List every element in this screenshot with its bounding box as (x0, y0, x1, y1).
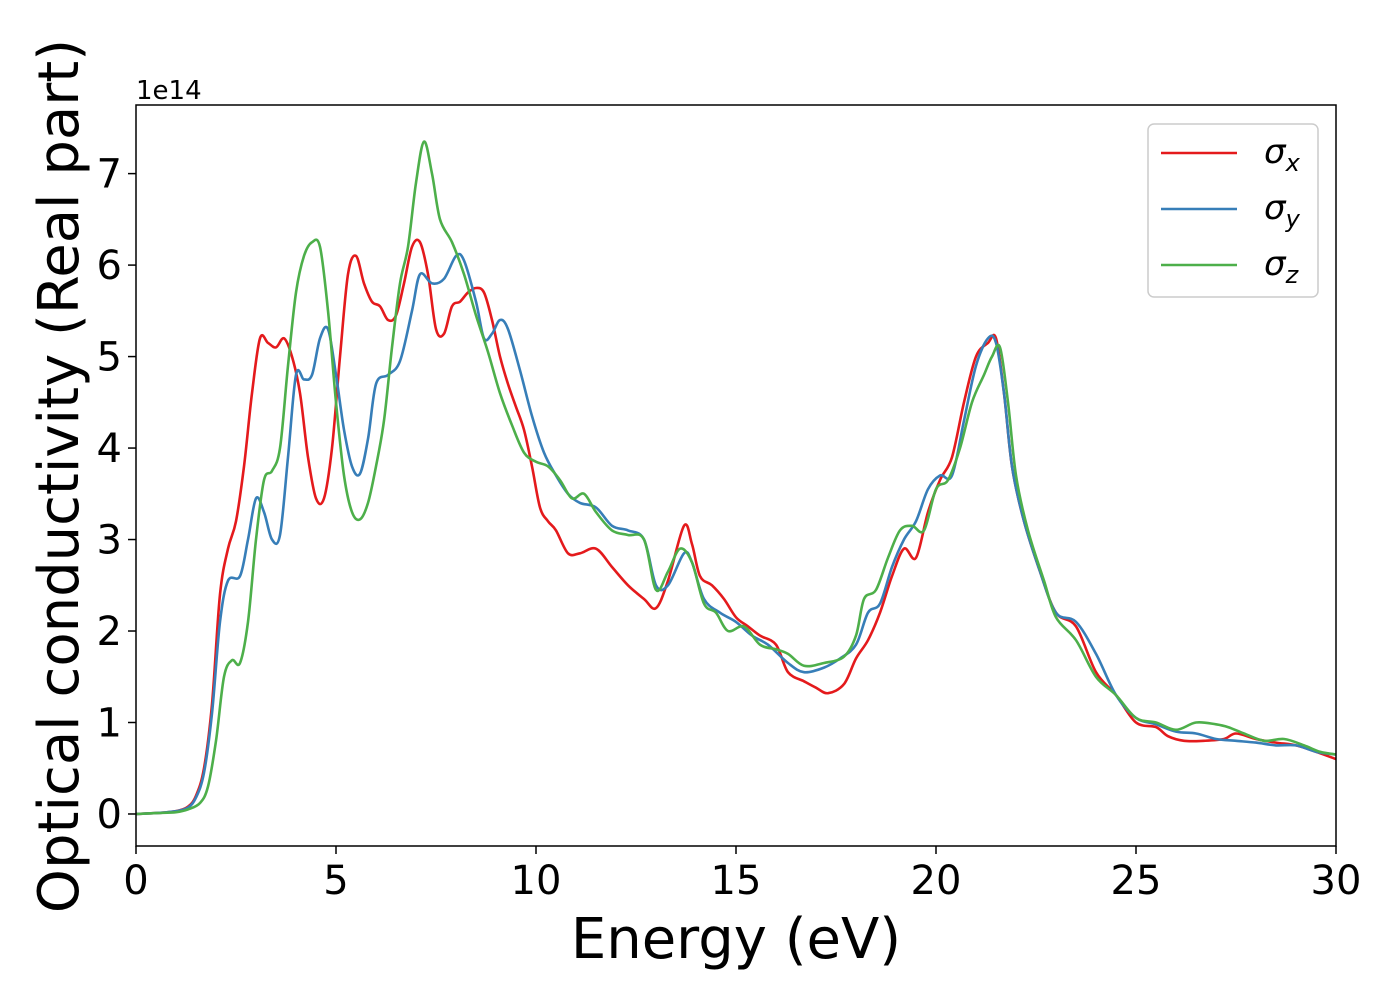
y-tick-label: 6 (97, 243, 122, 289)
legend-box (1147, 123, 1319, 298)
x-tick-label: 20 (911, 858, 962, 904)
x-tick-label: 0 (123, 858, 148, 904)
y-tick-label: 0 (97, 792, 122, 838)
y-offset-label: 1e14 (136, 76, 202, 106)
series-line-z (135, 140, 1337, 816)
x-axis-ticks: 0 5 10 15 20 25 30 (123, 846, 1361, 904)
plot-lines (135, 140, 1337, 816)
legend-subscript: z (1285, 261, 1300, 289)
y-axis-ticks: 0 1 2 3 4 5 6 7 (97, 152, 136, 838)
legend-subscript: y (1285, 205, 1301, 233)
x-tick-label: 10 (511, 858, 562, 904)
y-tick-label: 3 (97, 518, 122, 564)
y-tick-label: 1 (97, 701, 122, 747)
y-tick-label: 7 (97, 152, 122, 198)
x-tick-label: 30 (1311, 858, 1362, 904)
legend-subscript: x (1285, 149, 1301, 177)
y-tick-label: 5 (97, 335, 122, 381)
x-tick-label: 25 (1111, 858, 1162, 904)
y-axis-label: Optical conductivity (Real part) (27, 39, 92, 913)
y-tick-label: 4 (97, 426, 122, 472)
x-tick-label: 15 (711, 858, 762, 904)
series-line-y (135, 252, 1337, 816)
x-axis-label: Energy (eV) (571, 907, 901, 972)
y-tick-label: 2 (97, 609, 122, 655)
x-tick-label: 5 (323, 858, 348, 904)
